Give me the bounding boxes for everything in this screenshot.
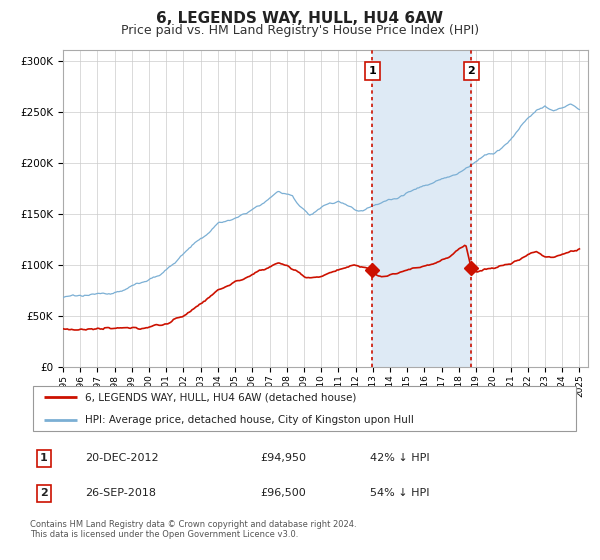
Bar xyxy=(373,50,472,367)
Text: 1: 1 xyxy=(40,454,47,464)
Text: 6, LEGENDS WAY, HULL, HU4 6AW: 6, LEGENDS WAY, HULL, HU4 6AW xyxy=(157,11,443,26)
Text: 6, LEGENDS WAY, HULL, HU4 6AW (detached house): 6, LEGENDS WAY, HULL, HU4 6AW (detached … xyxy=(85,392,356,402)
Text: £96,500: £96,500 xyxy=(260,488,307,498)
Text: Price paid vs. HM Land Registry's House Price Index (HPI): Price paid vs. HM Land Registry's House … xyxy=(121,24,479,36)
Text: 2: 2 xyxy=(40,488,47,498)
Text: 1: 1 xyxy=(368,66,376,76)
Text: 42% ↓ HPI: 42% ↓ HPI xyxy=(370,454,430,464)
Text: 26-SEP-2018: 26-SEP-2018 xyxy=(85,488,156,498)
Text: 20-DEC-2012: 20-DEC-2012 xyxy=(85,454,158,464)
Text: Contains HM Land Registry data © Crown copyright and database right 2024.
This d: Contains HM Land Registry data © Crown c… xyxy=(30,520,356,539)
Text: £94,950: £94,950 xyxy=(260,454,307,464)
Text: 54% ↓ HPI: 54% ↓ HPI xyxy=(370,488,430,498)
Text: HPI: Average price, detached house, City of Kingston upon Hull: HPI: Average price, detached house, City… xyxy=(85,415,414,425)
Text: 2: 2 xyxy=(467,66,475,76)
